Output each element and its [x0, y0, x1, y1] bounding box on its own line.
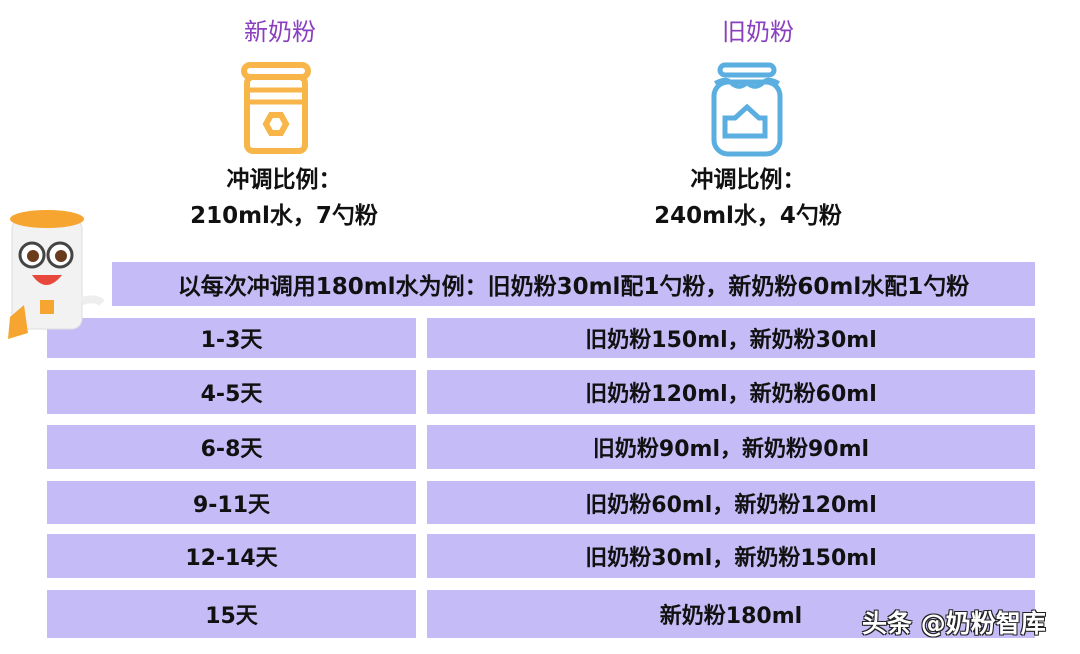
row-mix: 旧奶粉150ml，新奶粉30ml [427, 318, 1035, 358]
orange-jar-icon [241, 62, 311, 154]
row-days: 9-11天 [47, 481, 416, 524]
blue-jar-icon [711, 62, 783, 157]
old-ratio-value: 240ml水，4勺粉 [654, 203, 842, 229]
old-formula-title: 旧奶粉 [722, 18, 794, 46]
new-ratio-label: 冲调比例： [226, 167, 342, 193]
row-mix: 旧奶粉90ml，新奶粉90ml [427, 425, 1035, 469]
row-mix: 旧奶粉60ml，新奶粉120ml [427, 481, 1035, 524]
row-days: 1-3天 [47, 318, 416, 358]
new-formula-title: 新奶粉 [244, 18, 316, 46]
old-ratio-label: 冲调比例： [690, 167, 806, 193]
row-mix: 新奶粉180ml [427, 590, 1035, 638]
new-ratio-value: 210ml水，7勺粉 [190, 203, 378, 229]
row-mix: 旧奶粉120ml，新奶粉60ml [427, 370, 1035, 414]
row-mix: 旧奶粉30ml，新奶粉150ml [427, 534, 1035, 578]
example-header: 以每次冲调用180ml水为例：旧奶粉30ml配1勺粉，新奶粉60ml水配1勺粉 [112, 262, 1035, 306]
row-days: 6-8天 [47, 425, 416, 469]
row-days: 12-14天 [47, 534, 416, 578]
mascot-can-illustration [8, 210, 104, 339]
new-formula-ratio: 冲调比例： 210ml水，7勺粉 [134, 162, 434, 234]
watermark: 头条 @奶粉智库 [862, 609, 1046, 638]
row-days: 15天 [47, 590, 416, 638]
row-days: 4-5天 [47, 370, 416, 414]
old-formula-ratio: 冲调比例： 240ml水，4勺粉 [598, 162, 898, 234]
